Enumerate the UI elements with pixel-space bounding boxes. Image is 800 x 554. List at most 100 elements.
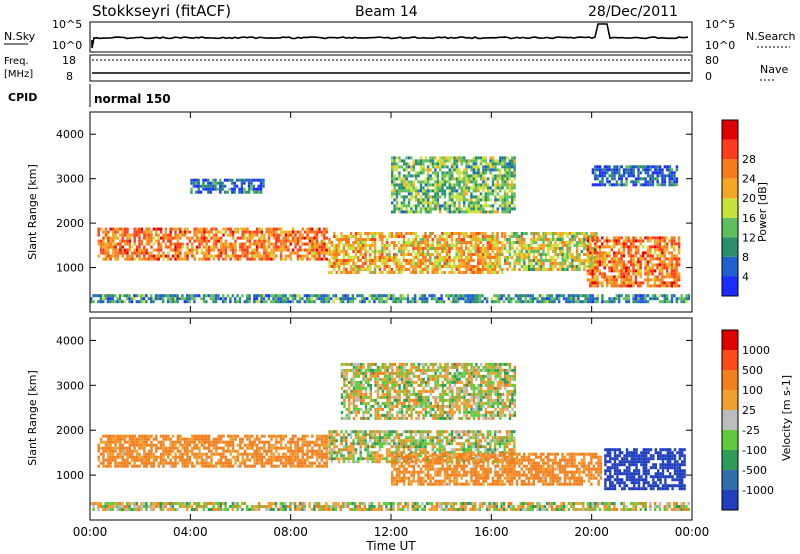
- power-cell: [400, 265, 403, 268]
- power-cell: [176, 254, 180, 258]
- power-cell: [632, 171, 635, 175]
- power-cell: [429, 235, 432, 238]
- velocity-cell: [337, 460, 341, 464]
- power-cell: [527, 268, 531, 271]
- power-cell: [424, 159, 427, 163]
- power-cell: [513, 174, 516, 178]
- power-cell: [478, 297, 482, 301]
- power-cell: [357, 244, 360, 247]
- power-cell: [222, 245, 225, 249]
- power-cell: [610, 297, 614, 301]
- power-cell: [320, 294, 323, 298]
- power-cell: [666, 294, 669, 298]
- power-cell: [591, 236, 594, 240]
- power-cell: [663, 180, 667, 184]
- power-cell: [472, 171, 475, 175]
- power-cell: [629, 254, 633, 258]
- power-cell: [503, 183, 507, 187]
- power-cell: [143, 236, 146, 240]
- power-cell: [542, 262, 545, 265]
- power-cell: [248, 297, 251, 301]
- velocity-cell: [224, 443, 228, 447]
- power-cell: [378, 265, 382, 268]
- power-cell: [637, 260, 640, 264]
- power-cell: [147, 242, 151, 246]
- power-cell: [677, 275, 681, 279]
- velocity-cell: [215, 461, 218, 465]
- power-cell: [656, 245, 659, 249]
- power-cell: [287, 245, 290, 249]
- velocity-cell: [284, 446, 288, 450]
- power-cell: [426, 297, 429, 301]
- velocity-cell: [195, 434, 199, 438]
- power-cell: [107, 242, 110, 246]
- power-cell: [121, 227, 124, 231]
- power-cell: [439, 180, 442, 184]
- power-cell: [539, 268, 543, 271]
- velocity-cell: [236, 449, 240, 453]
- power-cell: [496, 250, 499, 253]
- power-cell: [275, 239, 278, 243]
- power-cell: [429, 204, 432, 208]
- power-cell: [421, 297, 424, 301]
- power-cell: [342, 268, 346, 271]
- power-cell: [308, 242, 312, 246]
- power-cell: [215, 245, 218, 249]
- power-cell: [570, 294, 573, 298]
- power-cell: [403, 159, 406, 163]
- velocity-cell: [320, 452, 324, 456]
- power-cell: [298, 300, 302, 304]
- velocity-cell: [366, 451, 370, 455]
- power-cell: [270, 254, 273, 258]
- power-cell: [402, 247, 406, 250]
- power-cell: [126, 230, 129, 234]
- power-cell: [111, 245, 115, 249]
- power-cell: [296, 254, 300, 258]
- power-cell: [583, 238, 586, 241]
- power-cell: [479, 262, 482, 265]
- power-cell: [549, 268, 552, 271]
- power-cell: [661, 248, 664, 252]
- power-cell: [451, 177, 454, 181]
- power-cell: [493, 300, 496, 304]
- power-cell: [458, 156, 461, 160]
- power-cell: [670, 257, 674, 261]
- power-cell: [164, 233, 168, 237]
- velocity-cell: [284, 461, 288, 465]
- velocity-cell: [352, 457, 355, 461]
- power-cell: [465, 244, 468, 247]
- power-cell: [419, 262, 422, 265]
- power-cell: [236, 227, 240, 231]
- power-cell: [513, 192, 516, 196]
- velocity-cell: [246, 434, 249, 438]
- power-cell: [363, 297, 366, 301]
- power-cell: [123, 227, 127, 231]
- power-cell: [395, 192, 399, 196]
- power-cell: [102, 300, 105, 304]
- power-cell: [632, 257, 635, 261]
- power-cell: [243, 178, 246, 182]
- power-cell: [128, 236, 132, 240]
- velocity-cell: [159, 455, 163, 459]
- power-cell: [465, 256, 468, 259]
- power-cell: [637, 239, 640, 243]
- velocity-cell: [159, 443, 163, 447]
- power-cell: [551, 247, 555, 250]
- power-cell: [450, 271, 454, 274]
- power-cell: [308, 257, 312, 261]
- velocity-cell: [296, 449, 300, 453]
- power-cell: [441, 259, 444, 262]
- power-cell: [195, 239, 199, 243]
- power-cell: [561, 235, 564, 238]
- velocity-cell: [183, 452, 187, 456]
- power-cell: [496, 168, 499, 172]
- power-cell: [596, 300, 599, 304]
- power-cell: [494, 210, 497, 214]
- power-cell: [289, 254, 292, 258]
- power-cell: [617, 239, 621, 243]
- power-cell: [668, 251, 671, 255]
- power-cell: [398, 171, 401, 175]
- power-cell: [601, 284, 604, 288]
- power-cell: [116, 236, 120, 240]
